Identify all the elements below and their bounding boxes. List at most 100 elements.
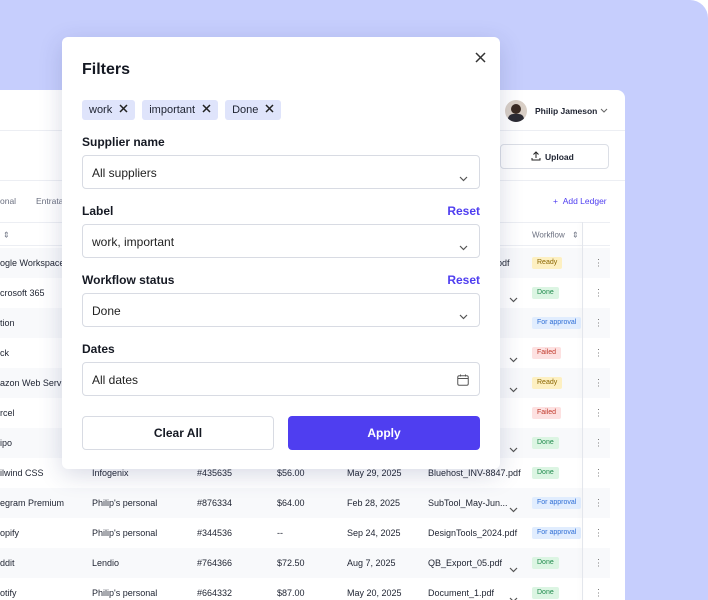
table-row[interactable] [0,578,610,600]
date-input[interactable]: All dates [82,362,480,396]
close-button[interactable] [475,52,486,63]
select[interactable]: All suppliers [82,155,480,189]
entity-cell: tion [0,318,15,328]
column-header[interactable]: Workflow [532,230,565,240]
file-cell: QB_Export_05.pdf [428,558,503,568]
entity-cell: crosoft 365 [0,288,45,298]
chevron [509,350,518,368]
field-label: Dates [82,342,115,356]
date-cell: May 20, 2025 [347,588,402,598]
chevron [509,500,518,518]
field-label: Label [82,204,114,218]
status-badge: Done [532,437,559,449]
chip-remove[interactable] [202,104,211,116]
chip-label: work [89,104,113,116]
add-ledger[interactable]: + Add Ledger [553,196,607,206]
sticky-divider [582,222,583,600]
row-menu[interactable]: ⋮ [594,497,603,508]
field-label: Workflow status [82,273,175,287]
row-menu[interactable]: ⋮ [594,287,603,298]
amount-cell: $72.50 [277,558,305,568]
field-value: All dates [92,373,139,387]
chevron [600,108,608,113]
row-menu[interactable]: ⋮ [594,527,603,538]
chevron [459,307,468,325]
chip-remove[interactable] [119,104,128,116]
chevron [459,169,468,187]
field-value: work, important [92,235,175,249]
amount-cell: $56.00 [277,468,305,478]
entity-cell: opify [0,528,20,538]
tab[interactable]: Entrata [36,196,64,206]
sort-icon[interactable]: ⇕ [572,230,579,240]
filters-modal: Filters work important Done Clear All Appl… [62,37,500,469]
status-badge: Failed [532,407,562,419]
chip-list: work important Done [82,100,282,120]
file-cell: Bluehost_INV-8847.pdf [428,468,521,478]
table-row[interactable] [0,548,610,579]
entity-cell: ilwind CSS [0,468,44,478]
amount-cell: -- [277,528,283,538]
field-value: All suppliers [92,166,157,180]
sort-icon[interactable]: ⇕ [3,230,10,240]
tab[interactable]: onal [0,196,17,206]
status-badge: Done [532,287,559,299]
avatar[interactable] [505,100,527,122]
select[interactable]: work, important [82,224,480,258]
row-menu[interactable]: ⋮ [594,437,603,448]
row-menu[interactable]: ⋮ [594,347,603,358]
date-cell: Aug 7, 2025 [347,558,396,568]
reset-link[interactable]: Reset [447,273,480,287]
row-menu[interactable]: ⋮ [594,377,603,388]
row-menu[interactable]: ⋮ [594,587,603,598]
chevron [509,590,518,600]
row-menu[interactable]: ⋮ [594,257,603,268]
status-badge: For approval [532,497,582,509]
chip-remove[interactable] [265,104,274,116]
row-menu[interactable]: ⋮ [594,317,603,328]
entity-cell: ddit [0,558,15,568]
status-badge: Done [532,557,559,569]
entity-cell: rcel [0,408,15,418]
entity-cell: ck [0,348,9,358]
row-menu[interactable]: ⋮ [594,557,603,568]
supplier-cell: Lendio [92,558,120,568]
user-name[interactable]: Philip Jameson [535,106,598,116]
add-ledger-label[interactable]: Add Ledger [562,196,607,206]
status-badge: Ready [532,257,563,269]
amount-cell: $87.00 [277,588,305,598]
table-row[interactable] [0,518,610,549]
status-badge: Failed [532,347,562,359]
entity-cell: otify [0,588,17,598]
clear-button[interactable]: Clear All [82,416,274,450]
status-badge: For approval [532,317,582,329]
row-menu[interactable]: ⋮ [594,467,603,478]
filter-chip[interactable]: work [82,100,136,120]
date-cell: Sep 24, 2025 [347,528,401,538]
entity-cell: egram Premium [0,498,65,508]
select[interactable]: Done [82,293,480,327]
chevron [509,560,518,578]
status-badge: Done [532,467,559,479]
chip-label: Done [232,104,259,116]
file-cell: DesignTools_2024.pdf [428,528,518,538]
apply-button[interactable]: Apply [288,416,480,450]
file-cell: pdf [497,258,510,268]
field-label: Supplier name [82,135,165,149]
filter-chip[interactable]: Done [225,100,282,120]
upload-label[interactable]: Upload [545,152,574,162]
row-menu[interactable]: ⋮ [594,407,603,418]
id-cell: #664332 [197,588,233,598]
supplier-cell: Philip's personal [92,588,158,598]
calendar-icon [457,373,469,391]
file-cell: SubTool_May-Jun... [428,498,508,508]
chevron [509,380,518,398]
reset-link[interactable]: Reset [447,204,480,218]
upload-button[interactable]: Upload [500,144,609,169]
field-value: Done [92,304,121,318]
chip-label: important [149,104,196,116]
filter-chip[interactable]: important [142,100,219,120]
date-cell: May 29, 2025 [347,468,402,478]
chevron [459,238,468,256]
